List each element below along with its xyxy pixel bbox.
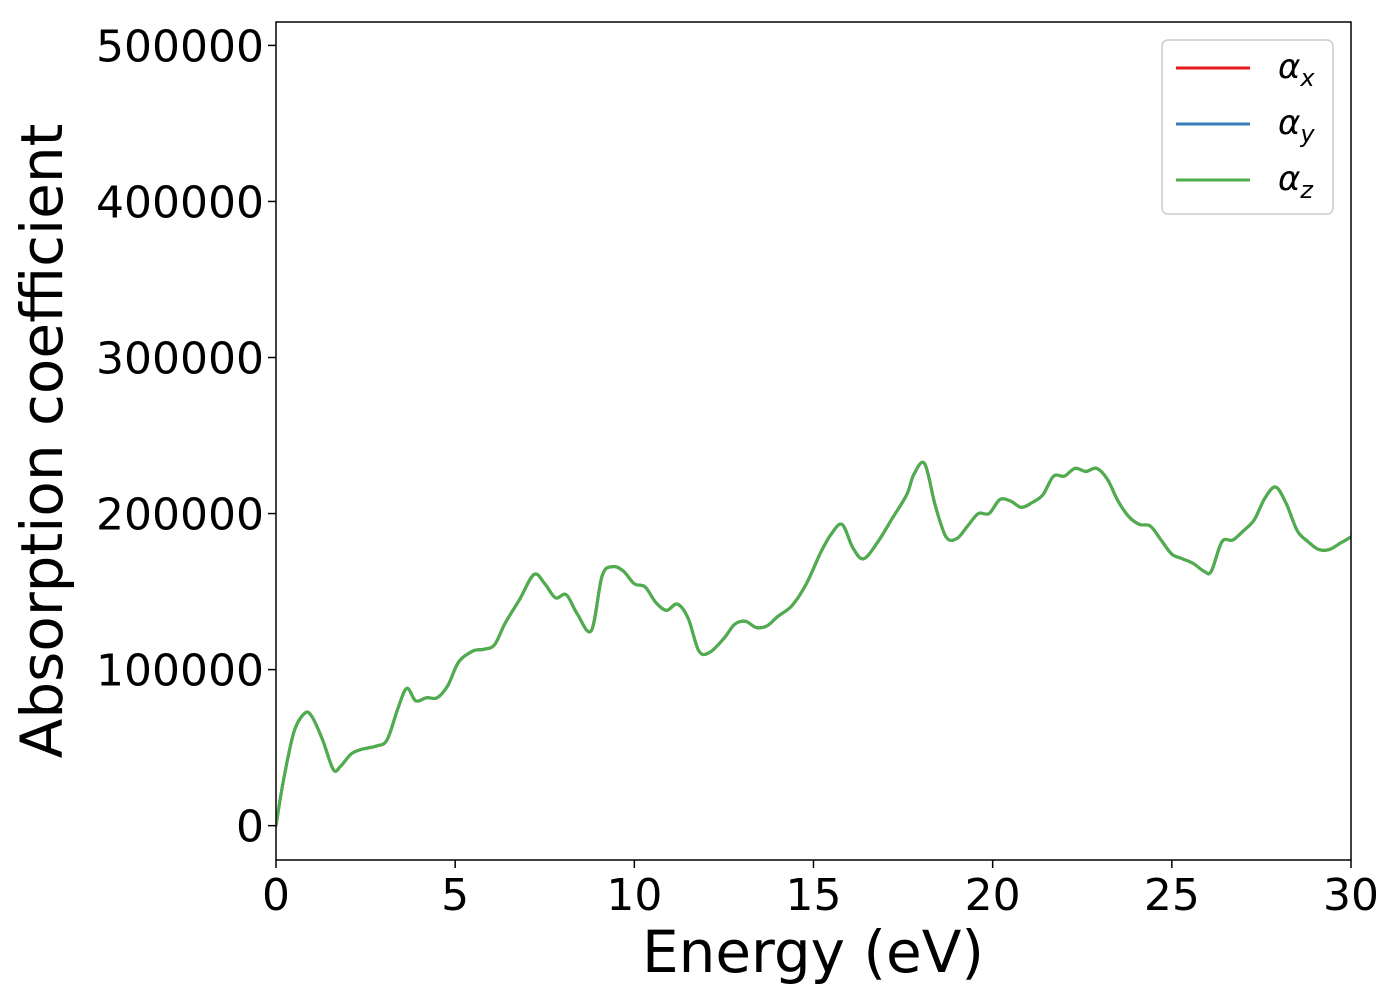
legend-label-y: αy xyxy=(1278,103,1315,148)
x-axis-title: Energy (eV) xyxy=(642,918,984,986)
x-tick-label: 25 xyxy=(1144,870,1200,921)
y-tick-label: 500000 xyxy=(96,21,264,72)
y-axis-title: Absorption coefficient xyxy=(8,124,76,759)
x-tick-label: 0 xyxy=(262,870,290,921)
series-layer xyxy=(276,460,1351,828)
legend: αx αy αz xyxy=(1161,39,1334,215)
series-line-x xyxy=(276,460,1351,828)
x-tick-label: 15 xyxy=(786,870,842,921)
y-tick-label: 0 xyxy=(236,802,264,853)
x-tick-label: 5 xyxy=(441,870,469,921)
legend-label-x: αx xyxy=(1278,47,1315,92)
x-tick-label: 30 xyxy=(1323,870,1379,921)
series-line-y xyxy=(276,460,1351,828)
y-tick-label: 300000 xyxy=(96,334,264,385)
x-axis: 0 5 10 15 20 25 30 xyxy=(262,860,1379,921)
x-tick-label: 20 xyxy=(965,870,1021,921)
legend-label-z: αz xyxy=(1278,159,1314,204)
y-tick-label: 200000 xyxy=(96,490,264,541)
legend-box xyxy=(1161,39,1334,215)
y-tick-label: 100000 xyxy=(96,646,264,697)
y-tick-label: 400000 xyxy=(96,177,264,228)
x-tick-label: 10 xyxy=(606,870,662,921)
y-axis: 0 100000 200000 300000 400000 500000 xyxy=(96,21,276,853)
series-line-z xyxy=(276,460,1351,828)
